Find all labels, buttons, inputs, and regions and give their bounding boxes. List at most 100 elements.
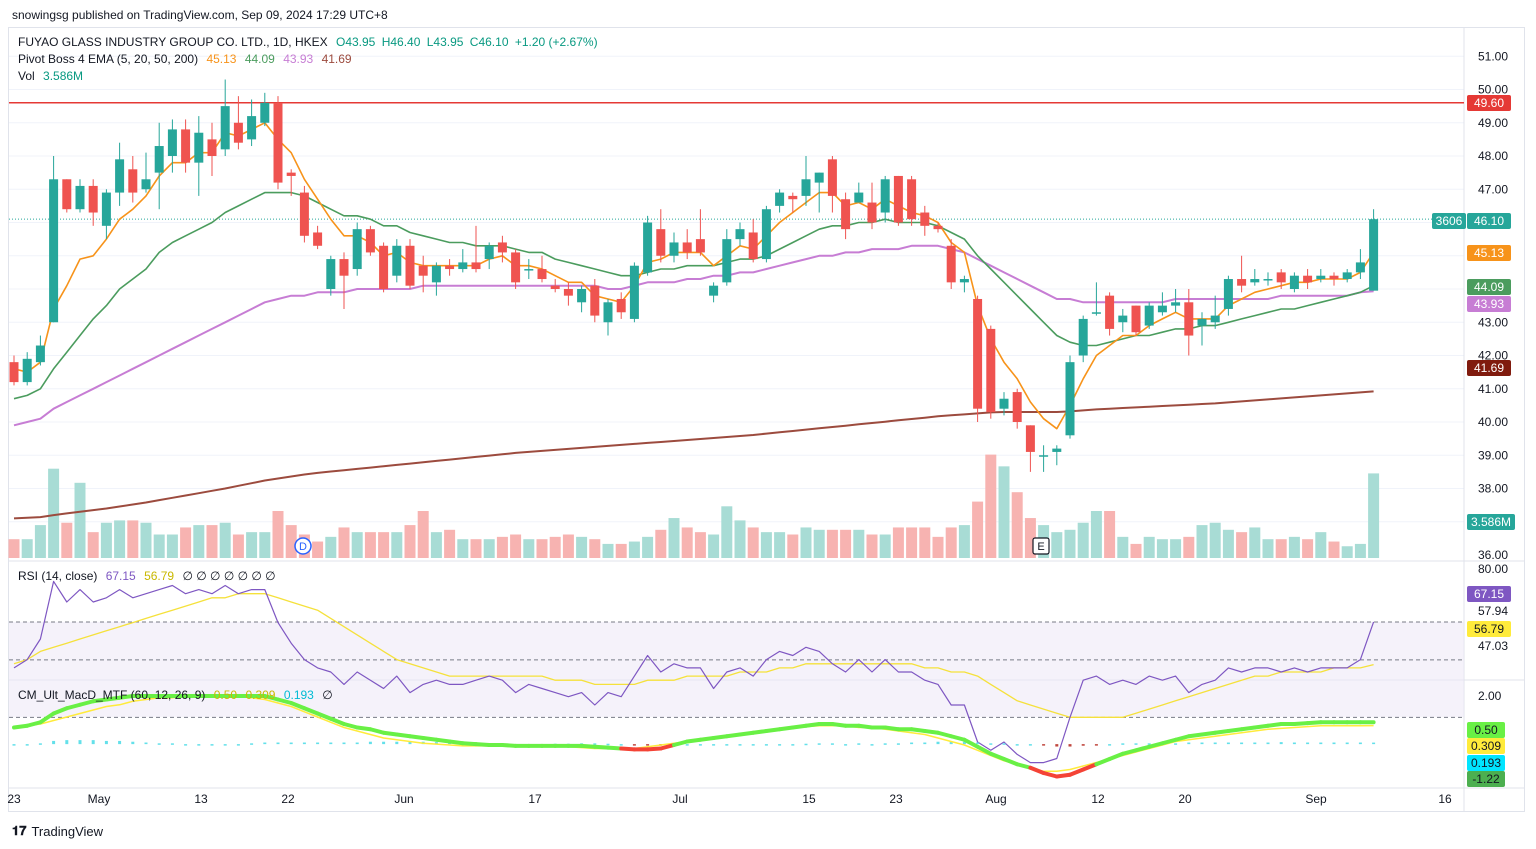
volume-bar	[602, 543, 614, 558]
ohlc-close: C46.10	[469, 35, 509, 49]
candle-body	[920, 212, 930, 226]
vol-label[interactable]: Vol	[18, 69, 35, 83]
macd-line-segment	[104, 695, 122, 702]
macd-line-segment	[1054, 772, 1072, 779]
macd-line-segment	[1160, 737, 1178, 746]
macd-line-segment	[342, 722, 360, 730]
candle-body	[669, 242, 679, 256]
macd-histogram-bar	[844, 744, 848, 746]
ema200-price-tag-bg	[1467, 360, 1511, 376]
volume-bar	[787, 534, 799, 558]
ema20-price-tag-bg	[1467, 279, 1511, 295]
rsi-ma-tag-bg	[1467, 621, 1511, 637]
volume-bar	[866, 534, 878, 558]
volume-bar	[1183, 536, 1195, 558]
volume-bar	[74, 482, 86, 558]
volume-bar	[444, 529, 456, 558]
candle-body	[643, 222, 653, 273]
macd-histogram-bar	[751, 744, 755, 746]
macd-tag-2-bg	[1467, 738, 1505, 754]
footer-brand-label[interactable]: TradingView	[31, 823, 104, 839]
macd-histogram-bar	[1068, 744, 1072, 747]
earnings-marker-label: E	[1037, 541, 1044, 553]
volume-bar	[998, 466, 1010, 558]
rsi-extra-values: ∅ ∅ ∅ ∅ ∅ ∅ ∅	[182, 569, 276, 583]
volume-bar	[457, 539, 469, 558]
volume-bar	[958, 525, 970, 558]
macd-line-segment	[1186, 732, 1204, 739]
time-axis-tick: 16	[1438, 792, 1452, 806]
macd-histogram-bar	[1002, 743, 1006, 745]
candle-body	[62, 179, 72, 210]
volume-bar	[48, 468, 60, 558]
macd-line-segment	[1081, 762, 1099, 772]
candle-body	[352, 229, 362, 270]
macd-line-segment	[804, 722, 822, 728]
volume-bar	[325, 536, 337, 558]
candle-body	[709, 285, 719, 296]
macd-histogram-bar	[1332, 742, 1336, 745]
rsi-label[interactable]: RSI (14, close)	[18, 569, 98, 583]
volume-bar	[470, 539, 482, 558]
volume-bar	[734, 520, 746, 558]
macd-histogram-bar	[1200, 742, 1204, 745]
macd-line-segment	[922, 729, 940, 735]
ema-label[interactable]: Pivot Boss 4 EMA (5, 20, 50, 200)	[18, 52, 199, 66]
volume-bar	[8, 539, 20, 558]
volume-bar	[800, 527, 812, 558]
volume-bar	[1222, 529, 1234, 558]
macd-line-segment	[302, 706, 320, 716]
symbol-title[interactable]: FUYAO GLASS INDUSTRY GROUP CO. LTD., 1D,…	[18, 35, 328, 49]
macd-histogram-bar	[38, 743, 42, 745]
volume-bar	[1117, 536, 1129, 558]
macd-histogram-bar	[791, 744, 795, 746]
candle-body	[1039, 455, 1049, 457]
resistance-price-tag: 49.60	[1474, 96, 1504, 110]
volume-bar	[61, 522, 73, 558]
candle-body	[497, 242, 507, 253]
macd-line-segment	[579, 743, 597, 749]
candle-body	[35, 345, 45, 363]
volume-bar	[655, 529, 667, 558]
macd-histogram-bar	[1028, 744, 1032, 746]
macd-histogram-bar	[712, 744, 716, 746]
candle-body	[1144, 305, 1154, 326]
macd-histogram-bar	[725, 744, 729, 746]
macd-axis-tick: 2.00	[1478, 689, 1502, 703]
macd-tag-4: -1.22	[1472, 772, 1500, 786]
macd-line-segment	[394, 732, 412, 739]
macd-tag-4-bg	[1467, 771, 1505, 787]
macd-line-segment	[1173, 734, 1191, 742]
ema20-price-tag: 44.09	[1474, 280, 1504, 294]
volume-bar	[206, 525, 218, 558]
macd-line-segment	[315, 711, 333, 721]
volume-bar	[378, 532, 390, 558]
volume-bar	[127, 520, 139, 558]
price-axis-tick: 48.00	[1478, 149, 1508, 163]
volume-bar	[496, 536, 508, 558]
macd-histogram-bar	[870, 744, 874, 746]
ema200-line	[13, 390, 1374, 520]
volume-bar	[549, 536, 561, 558]
volume-bar	[615, 543, 627, 558]
volume-bar	[153, 534, 165, 558]
candle-body	[695, 239, 705, 253]
macd-histogram-bar	[118, 740, 122, 745]
candle-body	[603, 302, 613, 323]
macd-histogram-bar	[12, 744, 16, 746]
time-axis-tick: May	[88, 792, 111, 806]
ema50-value: 43.93	[283, 52, 314, 66]
volume-bar	[906, 527, 918, 558]
volume-bar	[1328, 541, 1340, 558]
rsi-axis-tick: 57.94	[1478, 604, 1508, 618]
ema-legend: Pivot Boss 4 EMA (5, 20, 50, 200) 45.13 …	[18, 52, 357, 66]
ema5-price-tag-bg	[1467, 245, 1511, 261]
macd-line-segment	[949, 734, 967, 742]
candle-body	[656, 229, 666, 256]
volume-bar	[483, 539, 495, 558]
macd-line-segment	[619, 746, 637, 752]
macd-label[interactable]: CM_Ult_MacD_MTF (60, 12, 26, 9)	[18, 688, 206, 702]
macd-histogram-bar	[1134, 743, 1138, 745]
macd-histogram-bar	[250, 743, 254, 745]
